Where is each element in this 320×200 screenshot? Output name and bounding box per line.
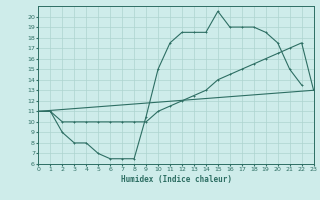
X-axis label: Humidex (Indice chaleur): Humidex (Indice chaleur) [121, 175, 231, 184]
